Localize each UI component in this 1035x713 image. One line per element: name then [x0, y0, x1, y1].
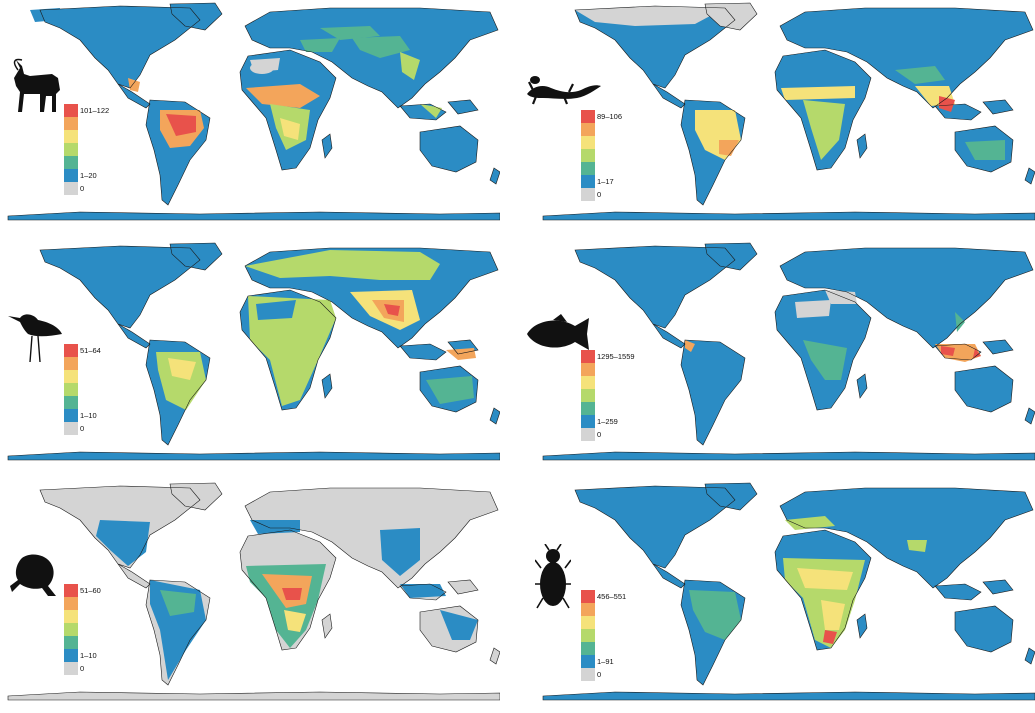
legend-min-label: 1–10	[80, 651, 97, 660]
legend-amphibians: 51–60 1–10 0	[64, 584, 134, 675]
legend-birds: 51–64 1–10 0	[64, 344, 134, 435]
legend-max-label: 51–60	[80, 586, 101, 595]
world-map-mammals	[7, 2, 500, 221]
map-panel-beetles: 456–551 1–91 0	[534, 480, 1035, 708]
legend-zero-label: 0	[80, 664, 85, 673]
legend-zero-label: 0	[597, 430, 602, 439]
legend-zero-label: 0	[80, 424, 85, 433]
legend-mammals: 101–122 1–20 0	[64, 104, 134, 195]
legend-max-label: 101–122	[80, 106, 110, 115]
map-panel-fishes: 1295–1559 1–259 0	[527, 240, 1035, 468]
legend-max-label: 89–106	[597, 112, 623, 121]
map-panel-reptiles: 89–106 1–17 0	[527, 0, 1035, 228]
antelope-icon	[2, 58, 64, 119]
world-map-birds	[7, 242, 500, 461]
fish-icon	[523, 314, 595, 359]
map-panel-amphibians: 51–60 1–10 0	[0, 480, 500, 708]
beetle-icon	[534, 543, 572, 615]
legend-reptiles: 89–106 1–17 0	[581, 110, 651, 201]
lizard-icon	[523, 64, 603, 113]
world-map-fishes	[542, 242, 1035, 461]
legend-min-label: 1–91	[597, 657, 614, 666]
bird-icon	[4, 306, 64, 371]
world-map-amphibians	[7, 482, 500, 701]
legend-beetles: 456–551 1–91 0	[581, 590, 651, 681]
legend-min-label: 1–17	[597, 177, 614, 186]
world-map-reptiles	[542, 2, 1035, 221]
legend-zero-label: 0	[597, 670, 602, 679]
legend-max-label: 51–64	[80, 346, 101, 355]
legend-min-label: 1–259	[597, 417, 618, 426]
frog-icon	[8, 552, 60, 605]
legend-zero-label: 0	[597, 190, 602, 199]
legend-max-label: 1295–1559	[597, 352, 635, 361]
world-map-beetles	[542, 482, 1035, 701]
legend-min-label: 1–20	[80, 171, 97, 180]
legend-min-label: 1–10	[80, 411, 97, 420]
legend-fishes: 1295–1559 1–259 0	[581, 350, 651, 441]
legend-max-label: 456–551	[597, 592, 627, 601]
map-panel-birds: 51–64 1–10 0	[0, 240, 500, 468]
legend-zero-label: 0	[80, 184, 85, 193]
map-panel-mammals: 101–122 1–20 0	[0, 0, 500, 228]
